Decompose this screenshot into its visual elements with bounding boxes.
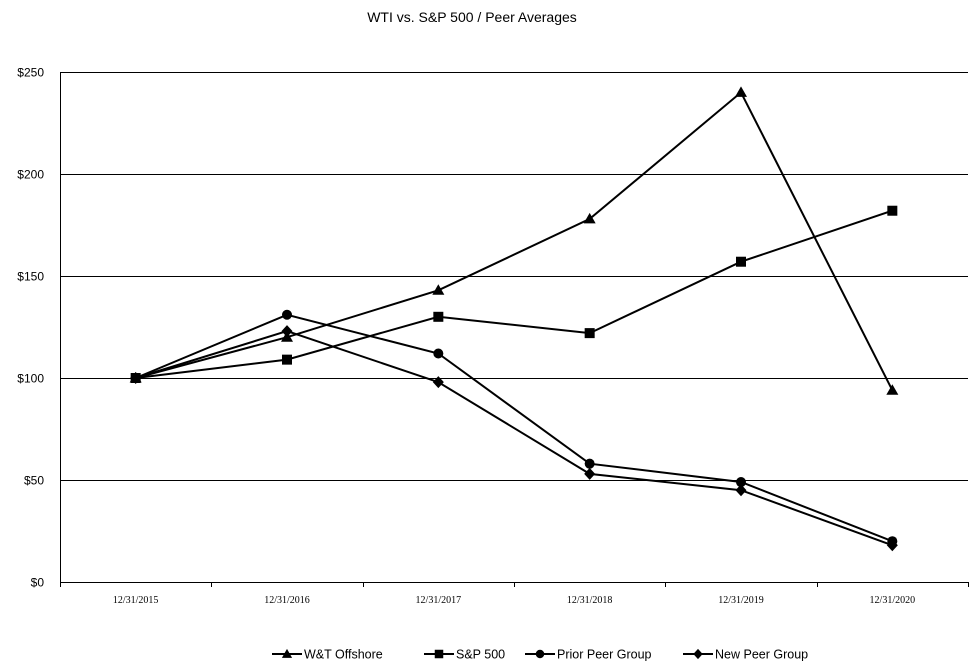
triangle-marker xyxy=(583,212,596,224)
legend-label: W&T Offshore xyxy=(304,648,383,662)
y-tick-label: $150 xyxy=(17,270,44,284)
x-tick-label: 12/31/2016 xyxy=(264,595,310,606)
chart-title: WTI vs. S&P 500 / Peer Averages xyxy=(367,9,577,25)
diamond-marker xyxy=(886,539,898,552)
x-axis-ticks: 12/31/2015 12/31/2016 12/31/2017 12/31/2018… xyxy=(60,582,969,606)
legend-label: New Peer Group xyxy=(715,648,808,662)
square-marker xyxy=(434,649,444,659)
series-triangle xyxy=(129,86,899,395)
series-diamond xyxy=(130,325,898,552)
triangle-marker xyxy=(432,284,445,295)
square-marker xyxy=(282,354,292,365)
diamond-marker xyxy=(735,484,747,497)
legend-label: S&P 500 xyxy=(456,648,505,662)
square-marker xyxy=(887,205,898,216)
circle-marker xyxy=(584,458,595,469)
legend-label: Prior Peer Group xyxy=(557,648,652,662)
diamond-marker xyxy=(432,376,444,389)
x-tick-label: 12/31/2020 xyxy=(870,595,916,606)
legend-item: Prior Peer Group xyxy=(525,648,652,662)
legend-item: S&P 500 xyxy=(424,648,505,662)
diamond-marker xyxy=(693,648,703,660)
legend-item: W&T Offshore xyxy=(272,648,383,662)
y-tick-label: $100 xyxy=(17,372,44,386)
diamond-marker xyxy=(584,467,596,480)
square-marker xyxy=(584,328,595,339)
circle-marker xyxy=(282,309,292,320)
series-circle xyxy=(130,309,898,547)
series-line xyxy=(135,209,893,379)
triangle-marker xyxy=(735,86,747,97)
y-tick-label: $0 xyxy=(31,576,45,590)
y-tick-label: $200 xyxy=(17,168,44,182)
diamond-marker xyxy=(281,325,293,338)
legend: W&T Offshore S&P 500 Prior Peer Group New P… xyxy=(272,648,808,662)
diamond-marker xyxy=(130,372,142,384)
series-line xyxy=(135,90,894,391)
x-tick-label: 12/31/2015 xyxy=(113,595,159,606)
circle-marker xyxy=(736,477,746,488)
square-marker xyxy=(736,256,746,267)
series-line xyxy=(135,330,893,547)
square-marker xyxy=(433,311,444,322)
y-tick-label: $250 xyxy=(17,66,44,80)
series-line xyxy=(135,313,893,543)
x-tick-label: 12/31/2018 xyxy=(567,595,613,606)
y-axis-ticks: $0 $50 $100 $150 $200 $250 xyxy=(17,66,44,590)
legend-item: New Peer Group xyxy=(683,648,808,662)
x-tick-label: 12/31/2017 xyxy=(416,595,462,606)
circle-marker xyxy=(433,348,444,359)
circle-marker xyxy=(535,649,545,659)
x-tick-label: 12/31/2019 xyxy=(718,595,764,606)
series-group xyxy=(129,86,899,552)
series-square xyxy=(130,205,898,383)
gridlines xyxy=(60,72,968,583)
y-tick-label: $50 xyxy=(24,474,44,488)
triangle-marker xyxy=(886,384,899,395)
triangle-marker xyxy=(281,648,293,658)
